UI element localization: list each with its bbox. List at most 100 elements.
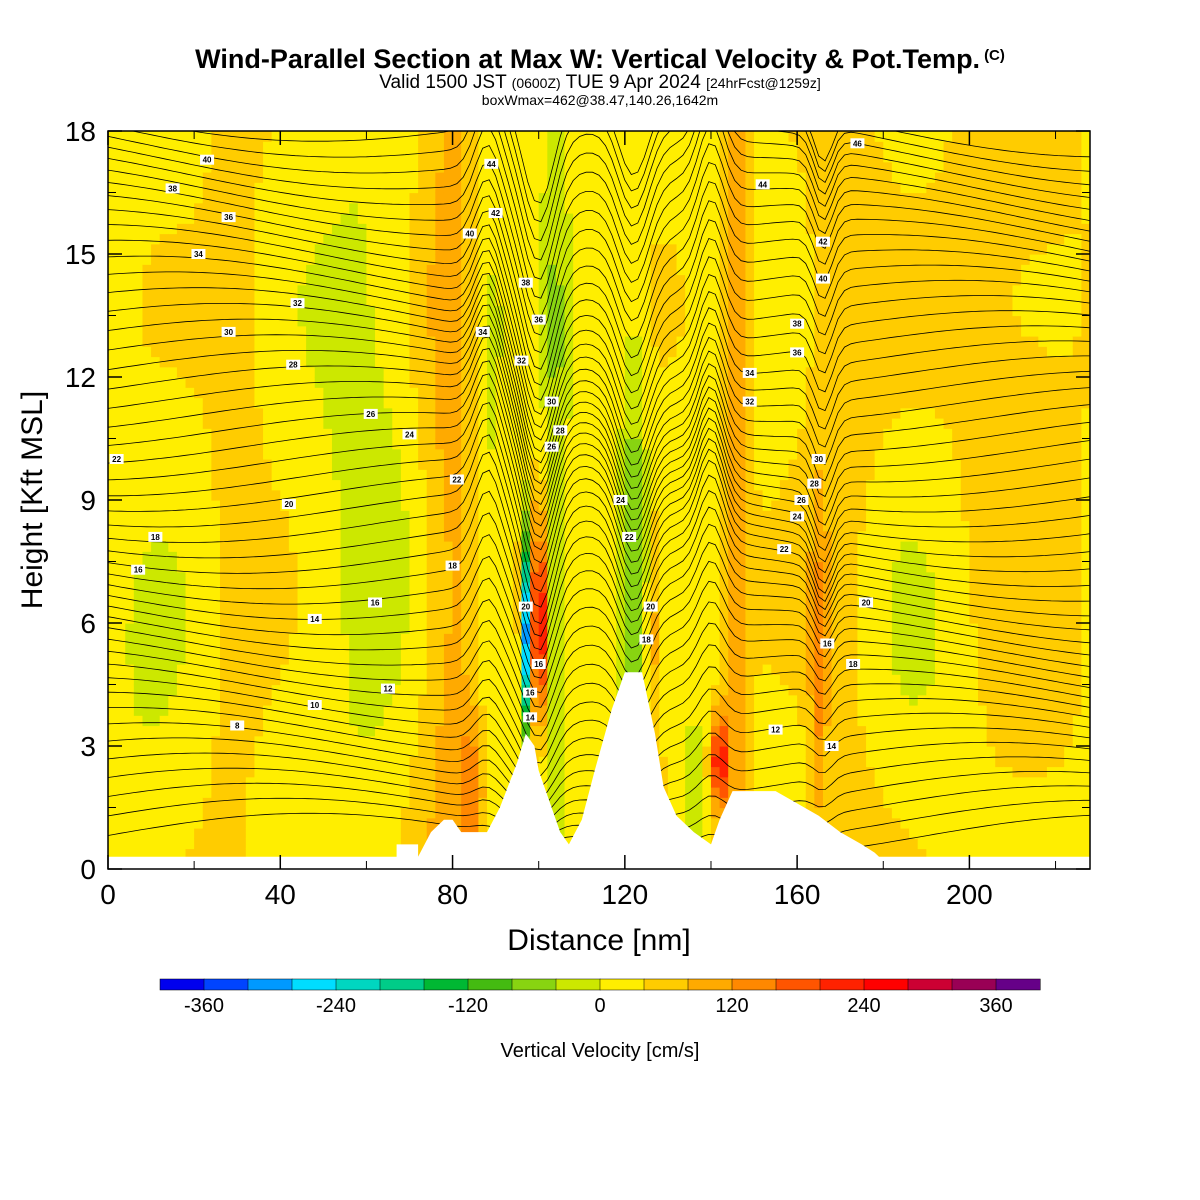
velocity-cell: [392, 725, 402, 737]
velocity-cell: [521, 151, 531, 163]
velocity-cell: [349, 756, 359, 768]
velocity-cell: [185, 715, 195, 727]
velocity-cell: [435, 325, 445, 337]
velocity-cell: [555, 756, 566, 768]
velocity-cell: [693, 602, 703, 614]
velocity-cell: [254, 438, 264, 450]
velocity-cell: [538, 489, 548, 501]
velocity-cell: [297, 182, 307, 194]
velocity-cell: [280, 182, 290, 194]
velocity-cell: [202, 489, 212, 501]
velocity-cell: [590, 213, 600, 224]
velocity-cell: [375, 633, 385, 645]
velocity-cell: [426, 797, 436, 809]
velocity-cell: [487, 776, 497, 788]
velocity-cell: [116, 336, 126, 347]
velocity-cell: [530, 438, 540, 450]
velocity-cell: [487, 233, 497, 245]
velocity-cell: [237, 787, 247, 798]
velocity-cell: [323, 530, 333, 542]
velocity-cell: [245, 315, 256, 327]
velocity-cell: [443, 725, 454, 737]
velocity-cell: [375, 664, 385, 675]
velocity-cell: [306, 838, 316, 850]
velocity-cell: [564, 500, 574, 511]
velocity-cell: [202, 684, 212, 696]
velocity-cell: [392, 305, 402, 317]
velocity-cell: [633, 438, 643, 450]
velocity-cell: [202, 131, 212, 142]
velocity-cell: [409, 295, 419, 306]
velocity-cell: [297, 746, 307, 757]
velocity-cell: [409, 192, 419, 204]
velocity-cell: [280, 715, 290, 727]
velocity-cell: [375, 510, 385, 522]
velocity-cell: [219, 510, 230, 522]
velocity-cell: [331, 838, 342, 850]
velocity-cell: [693, 213, 703, 224]
velocity-cell: [693, 817, 703, 829]
velocity-cell: [331, 520, 342, 532]
velocity-cell: [521, 223, 531, 235]
velocity-cell: [435, 643, 445, 655]
velocity-cell: [271, 756, 281, 768]
velocity-cell: [487, 602, 497, 614]
velocity-cell: [116, 131, 126, 142]
velocity-cell: [426, 520, 436, 532]
velocity-cell: [573, 664, 583, 675]
velocity-cell: [521, 254, 531, 265]
velocity-cell: [125, 274, 135, 286]
velocity-cell: [314, 787, 324, 798]
velocity-cell: [495, 479, 505, 491]
velocity-cell: [176, 848, 187, 860]
velocity-cell: [254, 705, 264, 716]
velocity-cell: [478, 264, 488, 276]
velocity-cell: [116, 243, 126, 255]
velocity-cell: [418, 664, 428, 675]
velocity-cell: [297, 192, 307, 204]
velocity-cell: [125, 674, 135, 686]
velocity-cell: [219, 838, 230, 850]
velocity-cell: [254, 633, 264, 645]
velocity-cell: [383, 295, 393, 306]
velocity-cell: [366, 541, 376, 552]
velocity-cell: [176, 623, 187, 634]
velocity-cell: [228, 387, 238, 399]
velocity-cell: [435, 551, 445, 563]
velocity-cell: [667, 202, 678, 214]
velocity-cell: [237, 325, 247, 337]
velocity-cell: [202, 592, 212, 604]
velocity-cell: [650, 192, 660, 204]
velocity-cell: [340, 766, 350, 778]
velocity-cell: [564, 653, 574, 665]
velocity-cell: [667, 438, 678, 450]
velocity-cell: [331, 725, 342, 737]
velocity-cell: [116, 838, 126, 850]
velocity-cell: [280, 787, 290, 798]
velocity-cell: [624, 469, 635, 481]
velocity-cell: [495, 459, 505, 470]
velocity-cell: [331, 582, 342, 593]
velocity-cell: [590, 571, 600, 583]
velocity-cell: [142, 274, 152, 286]
velocity-cell: [349, 592, 359, 604]
velocity-cell: [590, 397, 600, 409]
velocity-cell: [306, 766, 316, 778]
velocity-cell: [142, 428, 152, 440]
velocity-cell: [581, 664, 591, 675]
velocity-cell: [331, 141, 342, 153]
velocity-cell: [314, 838, 324, 850]
velocity-cell: [435, 151, 445, 163]
velocity-cell: [642, 397, 652, 409]
velocity-cell: [538, 336, 548, 347]
velocity-cell: [288, 787, 299, 798]
velocity-cell: [435, 418, 445, 429]
velocity-cell: [469, 336, 479, 347]
velocity-cell: [530, 274, 540, 286]
velocity-cell: [331, 551, 342, 563]
velocity-cell: [245, 233, 256, 245]
velocity-cell: [495, 469, 505, 481]
velocity-cell: [676, 192, 686, 204]
velocity-cell: [297, 151, 307, 163]
velocity-cell: [443, 254, 454, 265]
